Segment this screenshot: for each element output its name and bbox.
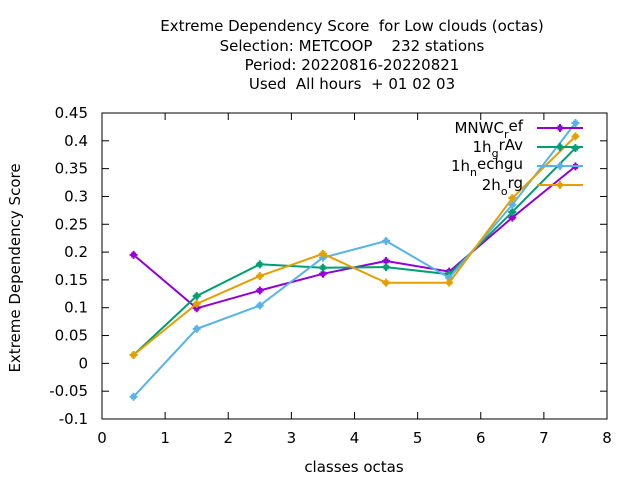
legend-entry-1h_nechgu: 1hnechgu bbox=[451, 155, 583, 179]
plot-frame bbox=[101, 112, 608, 420]
data-point bbox=[318, 263, 327, 272]
y-tick-label: 0.35 bbox=[55, 160, 88, 178]
y-tick-label: 0.3 bbox=[64, 187, 88, 205]
chart-title-line-4: Used All hours + 01 02 03 bbox=[248, 75, 456, 93]
data-point bbox=[382, 278, 391, 287]
y-tick-label: 0.45 bbox=[55, 104, 88, 122]
legend-entry-MNWC_ref: MNWCref bbox=[454, 117, 583, 141]
legend-marker bbox=[556, 162, 564, 170]
x-tick-label: 0 bbox=[97, 429, 107, 447]
data-point bbox=[571, 132, 580, 141]
x-tick-label: 4 bbox=[350, 429, 360, 447]
y-tick-label: 0.1 bbox=[64, 299, 88, 317]
data-point bbox=[129, 351, 138, 360]
x-tick-label: 1 bbox=[160, 429, 170, 447]
data-point bbox=[192, 299, 201, 308]
legend-label: 1hgrAv bbox=[473, 136, 524, 160]
legend-marker bbox=[556, 181, 564, 189]
chart-title-line-1: Extreme Dependency Score for Low clouds … bbox=[160, 17, 544, 35]
data-point bbox=[382, 236, 391, 245]
data-point bbox=[129, 250, 138, 259]
y-tick-label: 0.25 bbox=[55, 215, 88, 233]
x-tick-label: 8 bbox=[602, 429, 612, 447]
chart-series bbox=[129, 119, 580, 401]
chart-axes: -0.1 -0.05 0 0.05 0.1 0.15 0.2 0.25 0.3 0.35 0.4 0.… bbox=[49, 104, 612, 447]
legend-label: 2horg bbox=[482, 174, 523, 198]
data-point bbox=[255, 260, 264, 269]
y-tick-label: 0.4 bbox=[64, 132, 88, 150]
y-axis-label: Extreme Dependency Score bbox=[6, 163, 24, 372]
legend-label: MNWCref bbox=[454, 117, 523, 141]
x-tick-label: 6 bbox=[476, 429, 486, 447]
series-2h_org bbox=[129, 132, 580, 360]
data-point bbox=[192, 324, 201, 333]
data-point bbox=[129, 392, 138, 401]
chart-title-line-3: Period: 20220816-20220821 bbox=[244, 56, 460, 74]
data-point bbox=[318, 249, 327, 258]
data-point bbox=[382, 263, 391, 272]
data-point bbox=[508, 194, 517, 203]
x-tick-label: 2 bbox=[223, 429, 233, 447]
y-tick-label: -0.05 bbox=[49, 382, 88, 400]
legend-entry-1h_grAv: 1hgrAv bbox=[473, 136, 583, 160]
x-axis-label: classes octas bbox=[304, 458, 404, 476]
data-point bbox=[508, 208, 517, 217]
data-point bbox=[571, 119, 580, 128]
data-point bbox=[255, 301, 264, 310]
legend-marker bbox=[556, 124, 564, 132]
data-point bbox=[571, 144, 580, 153]
series-line bbox=[132, 122, 577, 398]
data-point bbox=[445, 278, 454, 287]
legend-entry-2h_org: 2horg bbox=[482, 174, 583, 198]
x-tick-label: 5 bbox=[413, 429, 423, 447]
series-line bbox=[132, 135, 577, 356]
legend-marker bbox=[556, 143, 564, 151]
y-tick-label: 0.2 bbox=[64, 243, 88, 261]
y-tick-label: 0.05 bbox=[55, 327, 88, 345]
chart-title-line-2: Selection: METCOOP 232 stations bbox=[219, 37, 485, 55]
data-point bbox=[192, 292, 201, 301]
y-tick-label: 0 bbox=[78, 354, 88, 372]
legend-label: 1hnechgu bbox=[451, 155, 523, 179]
data-point bbox=[255, 286, 264, 295]
x-tick-label: 7 bbox=[539, 429, 549, 447]
x-tick-label: 3 bbox=[287, 429, 297, 447]
y-tick-label: 0.15 bbox=[55, 271, 88, 289]
data-point bbox=[255, 272, 264, 281]
data-point bbox=[508, 200, 517, 209]
y-tick-label: -0.1 bbox=[59, 410, 88, 428]
